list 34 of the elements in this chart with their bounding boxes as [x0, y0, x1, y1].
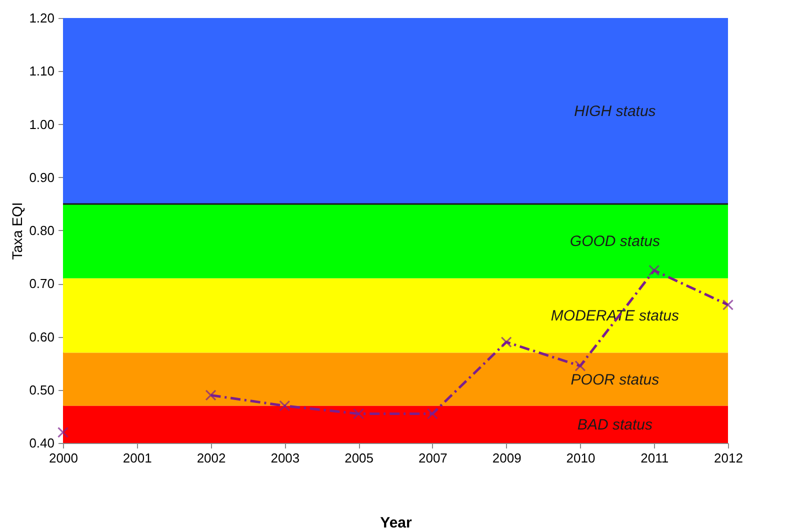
point	[574, 360, 586, 372]
x-tick-label: 2011	[640, 450, 669, 466]
band-label: HIGH status	[574, 102, 656, 120]
y-tick-label: 0.40	[29, 436, 54, 450]
x-tick-label: 2007	[418, 450, 448, 466]
point	[722, 299, 734, 310]
y-tick-label: 1.20	[29, 10, 54, 26]
x-tick-label: 2009	[492, 450, 522, 466]
point	[57, 426, 69, 438]
y-tick-label: 0.70	[29, 276, 54, 292]
point	[279, 400, 290, 412]
x-axis-title: Year	[380, 514, 412, 529]
band-label: BAD status	[577, 416, 653, 434]
y-tick-label: 0.50	[29, 382, 54, 398]
point	[500, 336, 512, 348]
y-tick-label: 0.80	[29, 223, 54, 238]
y-axis-title: Taxa EQI	[9, 202, 26, 260]
x-tick-label: 2012	[714, 450, 743, 466]
y-tick-label: 1.00	[29, 116, 54, 132]
point	[426, 408, 438, 420]
point	[353, 408, 364, 420]
x-tick-label: 2005	[344, 450, 374, 466]
point	[648, 264, 660, 276]
x-tick-label: 2003	[270, 450, 300, 466]
x-tick-label: 2000	[49, 450, 78, 466]
x-tick-label: 2001	[122, 450, 152, 466]
point	[205, 390, 216, 401]
y-tick-label: 0.60	[29, 329, 54, 344]
x-tick-label: 2010	[566, 450, 596, 466]
y-tick-label: 0.90	[29, 170, 54, 185]
band-label: POOR status	[570, 371, 660, 388]
x-tick-label: 2002	[196, 450, 226, 466]
y-tick-label: 1.10	[29, 64, 54, 79]
band-label: GOOD status	[570, 233, 660, 250]
